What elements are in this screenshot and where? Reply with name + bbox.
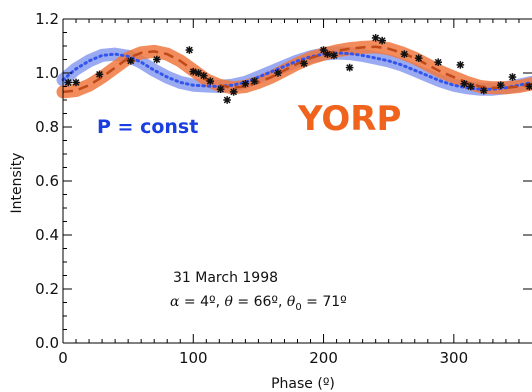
y-axis-title: Intensity <box>9 153 25 214</box>
x-tick-labels: 0 100 200 300 <box>58 349 468 367</box>
observation-point <box>250 77 259 85</box>
observation-point <box>345 63 354 72</box>
alpha-value: = 4º, <box>179 294 224 310</box>
pconst-label: P = const <box>97 116 198 138</box>
observation-point <box>126 57 135 65</box>
x-axis-title: Phase (º) <box>271 376 335 392</box>
angle-annotation: α = 4º, θ = 66º, θ0 = 71º <box>170 294 347 313</box>
observation-point <box>216 85 225 93</box>
model-bands <box>56 40 532 99</box>
x-tick-label: 0 <box>58 349 68 367</box>
observation-point <box>466 82 475 91</box>
yorp-line <box>62 45 532 94</box>
observation-point <box>194 69 203 77</box>
y-tick-label: 0.2 <box>35 280 59 298</box>
x-tick-label: 200 <box>309 349 338 367</box>
observation-point <box>508 73 517 81</box>
observation-point <box>525 82 532 91</box>
observation-points <box>64 34 532 104</box>
observation-point <box>274 69 282 77</box>
observation-point <box>319 46 328 54</box>
observation-point <box>434 58 442 66</box>
y-tick-label: 0.8 <box>35 118 59 136</box>
observation-point <box>460 80 469 88</box>
y-tick-label: 0.4 <box>35 226 59 244</box>
observation-point <box>456 61 465 69</box>
pconst-line <box>61 51 532 91</box>
theta0-symbol: θ <box>287 294 296 310</box>
theta0-subscript: 0 <box>295 302 301 313</box>
observation-point <box>330 51 338 60</box>
y-tick-label: 1.0 <box>35 64 59 82</box>
observation-point <box>479 86 488 95</box>
y-tick-label: 1.2 <box>35 10 59 28</box>
y-tick-label: 0.6 <box>35 172 59 190</box>
observation-point <box>229 88 238 96</box>
alpha-symbol: α <box>170 294 180 310</box>
observation-point <box>189 67 198 76</box>
x-tick-label: 100 <box>179 349 208 367</box>
observation-point <box>153 55 161 64</box>
observation-point <box>95 70 104 79</box>
observation-point <box>378 36 386 45</box>
observation-point <box>206 77 215 85</box>
observation-point <box>223 96 231 104</box>
observation-point <box>400 50 409 58</box>
yorp-band <box>56 40 532 99</box>
observation-point <box>323 50 332 58</box>
observation-point <box>199 71 208 80</box>
x-tick-label: 300 <box>440 349 469 367</box>
date-annotation: 31 March 1998 <box>173 270 278 286</box>
observation-point <box>496 81 505 89</box>
y-tick-labels: 0.0 0.2 0.4 0.6 0.8 1.0 1.2 <box>35 10 59 352</box>
observation-point <box>414 54 423 62</box>
observation-point <box>371 34 380 42</box>
axes <box>62 18 532 344</box>
yorp-label: YORP <box>297 99 401 139</box>
theta0-value: = 71º <box>302 294 347 310</box>
observation-point <box>300 59 308 68</box>
observation-point <box>72 78 80 87</box>
theta-symbol: θ <box>225 294 234 310</box>
y-tick-label: 0.0 <box>35 334 59 352</box>
theta-value: = 66º, <box>233 294 287 310</box>
observation-point <box>241 80 250 88</box>
observation-point <box>185 46 194 54</box>
observation-point <box>64 78 73 87</box>
model-lines <box>61 45 532 94</box>
